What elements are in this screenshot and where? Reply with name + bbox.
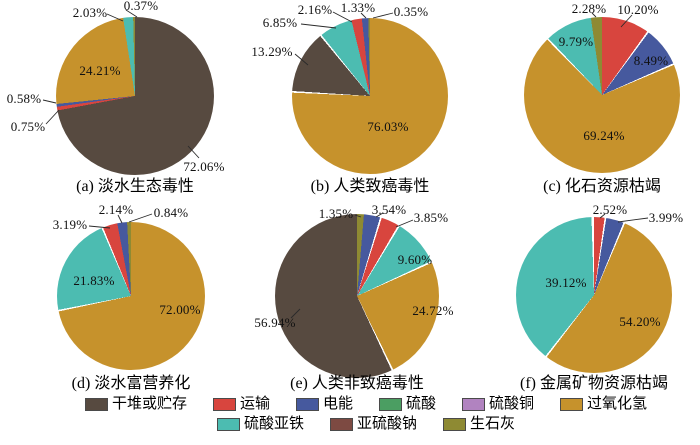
chart-caption-c: (c) 化石资源枯竭 bbox=[543, 178, 661, 195]
pie-a bbox=[56, 17, 214, 175]
chart-human-non-carcinogenic-toxicity: (e) 人类非致癌毒性 1.35% 3.54% 3.85% 9.60% 24.72% 56… bbox=[233, 197, 466, 394]
chart-fossil-resource-depletion: (c) 化石资源枯竭 10.20% 8.49% 69.24% 9.79% 2.28% bbox=[466, 0, 700, 197]
leader-line-electricity bbox=[617, 217, 649, 223]
chart-caption-d: (d) 淡水富营养化 bbox=[71, 375, 191, 392]
pct-label-electricity: 3.99% bbox=[648, 210, 684, 225]
chart-caption-f: (f) 金属矿物资源枯竭 bbox=[520, 375, 668, 392]
pct-label-hydrogen_peroxide: 76.03% bbox=[367, 119, 409, 134]
legend-item-hydrogen-peroxide: 过氧化氢 bbox=[560, 397, 647, 412]
pct-label-electricity: 3.54% bbox=[371, 202, 407, 217]
pct-label-electricity: 2.14% bbox=[98, 202, 134, 217]
pct-label-hydrogen_peroxide: 72.00% bbox=[159, 302, 201, 317]
legend-label-sodium-sulfite: 亚硫酸钠 bbox=[356, 416, 417, 432]
pct-label-quicklime: 0.35% bbox=[393, 4, 429, 19]
legend-swatch-quicklime bbox=[443, 418, 466, 431]
legend-swatch-hydrogen-peroxide bbox=[560, 398, 584, 411]
pct-label-electricity: 8.49% bbox=[633, 53, 669, 68]
pct-label-quicklime: 1.35% bbox=[318, 206, 354, 221]
legend-item-electricity: 电能 bbox=[295, 396, 353, 412]
legend-swatch-sodium-sulfite bbox=[329, 418, 353, 431]
legend-label-ferrous-sulfate: 硫酸亚铁 bbox=[243, 416, 304, 432]
pct-label-dry_stack_storage: 72.06% bbox=[183, 159, 225, 174]
legend-label-transport: 运输 bbox=[239, 396, 270, 412]
legend-swatch-electricity bbox=[295, 398, 319, 411]
leader-line-electricity bbox=[42, 99, 57, 104]
legend-item-sulfuric-acid: 硫酸 bbox=[379, 397, 436, 412]
pct-label-ferrous_sulfate: 2.03% bbox=[72, 5, 108, 20]
pct-label-transport: 2.52% bbox=[592, 202, 628, 217]
chart-freshwater-eutrophication: (d) 淡水富营养化 72.00% 21.83% 3.19% 2.14% 0.84% bbox=[0, 197, 233, 394]
pct-label-quicklime: 0.37% bbox=[123, 0, 159, 13]
legend-item-sodium-sulfite: 亚硫酸钠 bbox=[329, 416, 417, 432]
legend-swatch-ferrous-sulfate bbox=[216, 418, 240, 431]
legend-label-quicklime: 生石灰 bbox=[470, 416, 516, 432]
legend-label-electricity: 电能 bbox=[322, 396, 353, 412]
legend-item-transport: 运输 bbox=[212, 396, 270, 412]
legend-label-dry-stack-storage: 干堆或贮存 bbox=[111, 396, 187, 412]
legend-swatch-copper-sulfate bbox=[462, 398, 486, 411]
pct-label-electricity: 0.58% bbox=[6, 91, 42, 106]
pie-d bbox=[57, 222, 205, 370]
legend-swatch-dry-stack-storage bbox=[84, 398, 108, 411]
pie-f bbox=[516, 217, 672, 373]
pct-label-quicklime: 0.84% bbox=[153, 205, 189, 220]
pie-b bbox=[292, 18, 448, 174]
legend-label-copper-sulfate: 硫酸铜 bbox=[489, 396, 535, 412]
chart-caption-e: (e) 人类非致癌毒性 bbox=[290, 375, 424, 392]
legend-label-sulfuric-acid: 硫酸 bbox=[406, 396, 437, 412]
pct-label-hydrogen_peroxide: 24.21% bbox=[79, 63, 121, 78]
pct-label-transport: 3.85% bbox=[413, 210, 449, 225]
pct-label-dry_stack_storage: 56.94% bbox=[254, 315, 296, 330]
pct-label-transport: 3.19% bbox=[52, 217, 88, 232]
legend-row-1: 干堆或贮存 运输 电能 硫酸 硫酸铜 过氧化氢 bbox=[16, 397, 700, 412]
pct-label-hydrogen_peroxide: 54.20% bbox=[619, 314, 661, 329]
legend-label-hydrogen-peroxide: 过氧化氢 bbox=[587, 396, 648, 412]
pct-label-transport: 10.20% bbox=[617, 2, 659, 17]
pie-c bbox=[524, 17, 680, 173]
chart-human-carcinogenic-toxicity: (b) 人类致癌毒性 76.03% 13.29% 6.85% 2.16% 1.33% 0.… bbox=[233, 0, 466, 197]
pct-label-hydrogen_peroxide: 24.72% bbox=[412, 303, 454, 318]
legend-swatch-transport bbox=[212, 398, 236, 411]
pct-label-ferrous_sulfate: 21.83% bbox=[73, 273, 115, 288]
pct-label-transport: 2.16% bbox=[297, 2, 333, 17]
legend-item-quicklime: 生石灰 bbox=[443, 417, 515, 432]
chart-caption-a: (a) 淡水生态毒性 bbox=[76, 178, 194, 195]
legend-item-ferrous-sulfate: 硫酸亚铁 bbox=[216, 416, 304, 432]
pct-label-ferrous_sulfate: 9.60% bbox=[397, 252, 433, 267]
pct-label-transport: 0.75% bbox=[10, 119, 46, 134]
pct-label-hydrogen_peroxide: 69.24% bbox=[583, 128, 625, 143]
legend-item-dry-stack-storage: 干堆或贮存 bbox=[84, 396, 187, 412]
legend-swatch-sulfuric-acid bbox=[379, 398, 402, 411]
pct-label-ferrous_sulfate: 9.79% bbox=[558, 34, 594, 49]
pct-label-electricity: 1.33% bbox=[340, 0, 376, 15]
chart-metal-mineral-resource-depletion: (f) 金属矿物资源枯竭 2.52% 3.99% 54.20% 39.12% bbox=[466, 197, 700, 394]
pct-label-ferrous_sulfate: 39.12% bbox=[545, 275, 587, 290]
pct-label-ferrous_sulfate: 6.85% bbox=[262, 15, 298, 30]
pct-label-quicklime: 2.28% bbox=[571, 1, 607, 16]
legend: 干堆或贮存 运输 电能 硫酸 硫酸铜 过氧化氢 bbox=[0, 397, 700, 437]
legend-row-2: 硫酸亚铁 亚硫酸钠 生石灰 bbox=[16, 417, 700, 432]
pie-e bbox=[275, 214, 439, 378]
legend-item-copper-sulfate: 硫酸铜 bbox=[462, 397, 534, 412]
chart-freshwater-ecotoxicity: (a) 淡水生态毒性 72.06% 0.75% 0.58% 24.21% 2.03% 0.… bbox=[0, 0, 233, 197]
chart-caption-b: (b) 人类致癌毒性 bbox=[310, 178, 430, 195]
pct-label-dry_stack_storage: 13.29% bbox=[251, 44, 293, 59]
